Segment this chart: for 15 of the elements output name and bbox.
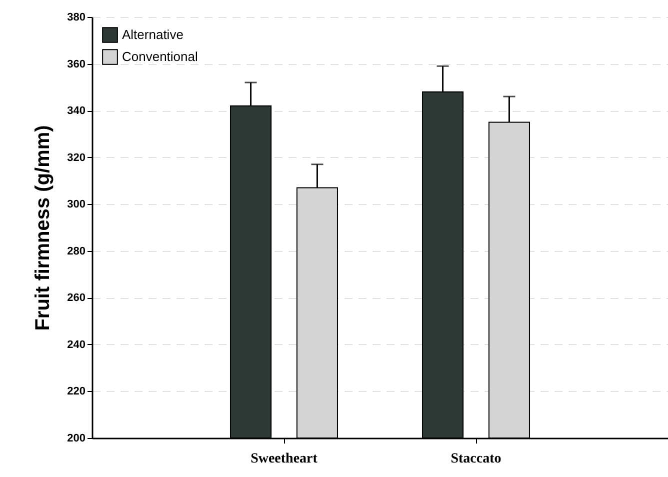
y-tick-label: 380 (67, 12, 86, 24)
x-tick-label: Staccato (450, 452, 502, 466)
y-tick-label: 320 (67, 152, 86, 164)
y-tick-label: 220 (67, 386, 86, 398)
y-axis-title: Fruit firmness (g/mm) (32, 125, 54, 331)
y-tick-label: 240 (67, 338, 86, 351)
y-tick-label: 200 (67, 432, 86, 444)
y-tick-label: 280 (67, 245, 86, 258)
y-tick-label: 360 (67, 58, 86, 70)
legend-label: Alternative (122, 27, 184, 42)
x-tick-label: Sweetheart (250, 452, 318, 466)
y-tick-label: 260 (67, 292, 86, 304)
y-tick-label: 340 (67, 105, 86, 118)
y-tick-label: 300 (67, 198, 86, 211)
legend-label: Conventional (122, 49, 198, 64)
